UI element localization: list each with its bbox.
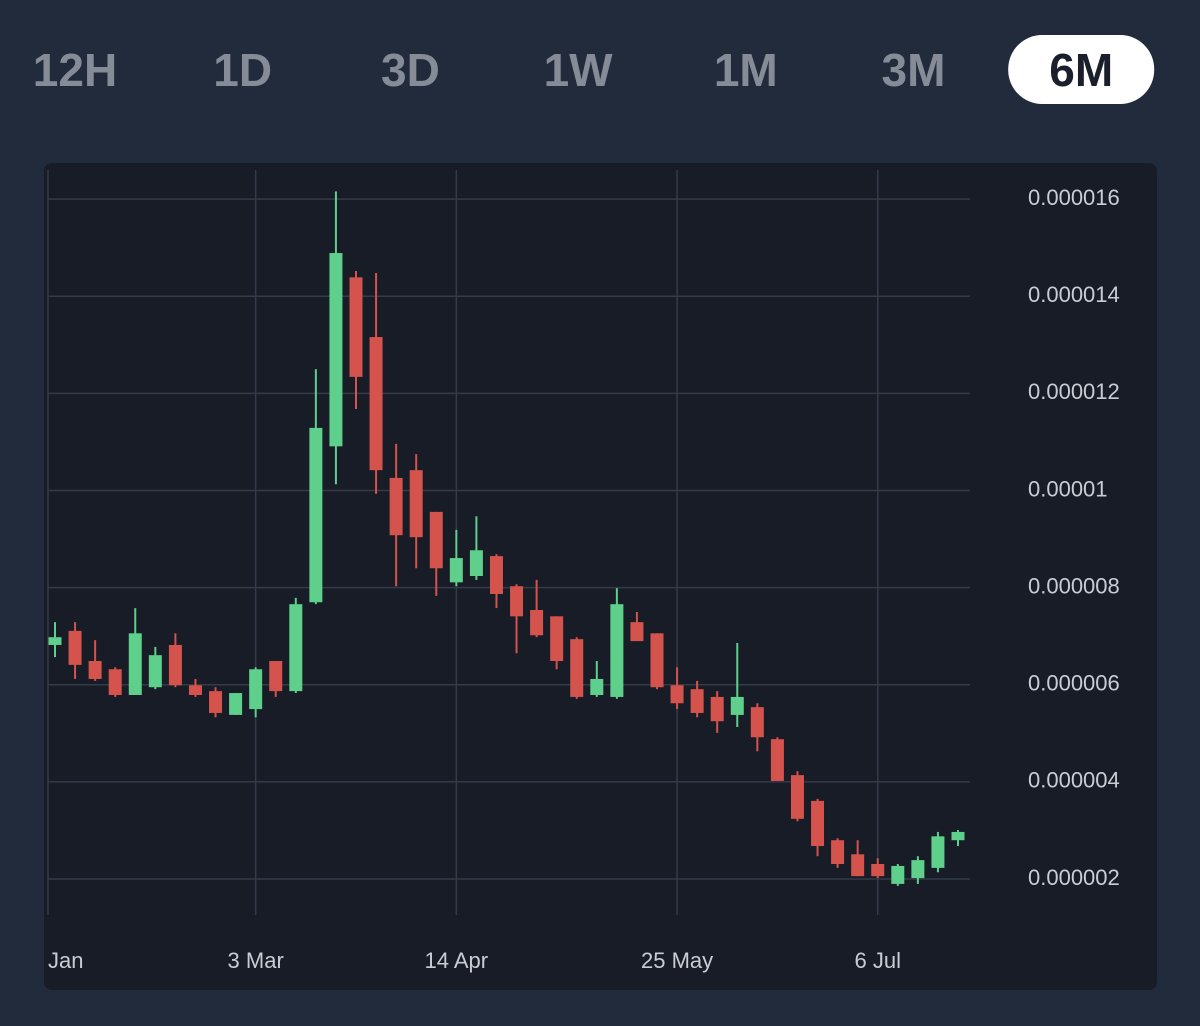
candle-body	[229, 693, 243, 715]
candle-body	[309, 427, 323, 603]
candle-body	[88, 661, 102, 679]
y-tick-label: 0.000014	[1028, 282, 1120, 307]
y-tick-label: 0.000002	[1028, 865, 1120, 890]
y-tick-label: 0.000008	[1028, 573, 1120, 598]
candle-body	[329, 253, 343, 447]
tab[interactable]: 3M	[882, 44, 946, 96]
candle-body	[389, 477, 403, 536]
candle-body	[369, 337, 383, 471]
candle-body	[931, 836, 945, 868]
tab[interactable]: 12H	[33, 44, 117, 96]
tab[interactable]: 3D	[381, 44, 440, 96]
candle-body	[710, 696, 724, 722]
candle-body	[570, 639, 584, 697]
candle-body	[289, 604, 303, 692]
candle-body	[590, 678, 604, 695]
candle-body	[670, 685, 684, 704]
tab[interactable]: 1D	[213, 44, 272, 96]
y-tick-label: 0.00001	[1028, 476, 1108, 501]
candle-body	[168, 644, 182, 686]
candle-body	[811, 800, 825, 847]
tab[interactable]: 1W	[544, 44, 614, 96]
candle-body	[750, 707, 764, 738]
x-tick-label: 25 May	[641, 948, 713, 973]
candle-body	[128, 633, 142, 695]
candle-body	[108, 669, 122, 695]
candle-body	[48, 637, 62, 645]
candle-body	[911, 860, 925, 879]
candle-body	[650, 633, 664, 688]
range-tabs: 12H 1D 3D 1W 1M 3M 6M	[33, 35, 1155, 104]
candle-body	[510, 586, 524, 617]
tab[interactable]: 1M	[714, 44, 778, 96]
candle-body	[831, 840, 845, 865]
x-tick-label: 3 Mar	[228, 948, 284, 973]
candle-body	[489, 556, 503, 594]
candle-body	[630, 622, 644, 642]
candle-body	[469, 550, 483, 577]
candle-body	[249, 669, 263, 710]
candle-body	[68, 630, 82, 665]
candle-body	[951, 831, 965, 841]
candle-body	[790, 775, 804, 819]
x-tick-label: 14 Apr	[425, 948, 489, 973]
tab-selected-bg[interactable]	[1008, 35, 1155, 104]
candle-body	[209, 691, 223, 713]
candle-body	[610, 604, 624, 697]
candle-body	[690, 689, 704, 713]
chart-panel	[44, 163, 1157, 990]
candle-body	[851, 854, 865, 877]
y-tick-label: 0.000004	[1028, 768, 1120, 793]
y-tick-label: 0.000012	[1028, 379, 1120, 404]
candle-body	[871, 864, 885, 877]
candle-body	[349, 277, 363, 377]
chart: 0.000002 0.000004 0.000006 0.000008 0.00001 0…	[47, 170, 1120, 973]
candle-body	[550, 616, 564, 662]
candle-body	[188, 685, 202, 695]
x-tick-label: Jan	[48, 948, 83, 973]
candle-body	[148, 655, 162, 688]
candle-body	[449, 558, 463, 583]
candle-body	[269, 661, 283, 692]
y-tick-label: 0.000006	[1028, 671, 1120, 696]
tab[interactable]: 6M	[1049, 44, 1113, 96]
x-tick-label: 6 Jul	[854, 948, 900, 973]
candle-body	[429, 511, 443, 569]
candle-body	[770, 739, 784, 781]
candle-body	[891, 865, 905, 884]
candle-body	[530, 610, 544, 636]
candle-body	[730, 696, 744, 715]
y-tick-label: 0.000016	[1028, 185, 1120, 210]
candle-body	[409, 470, 423, 538]
